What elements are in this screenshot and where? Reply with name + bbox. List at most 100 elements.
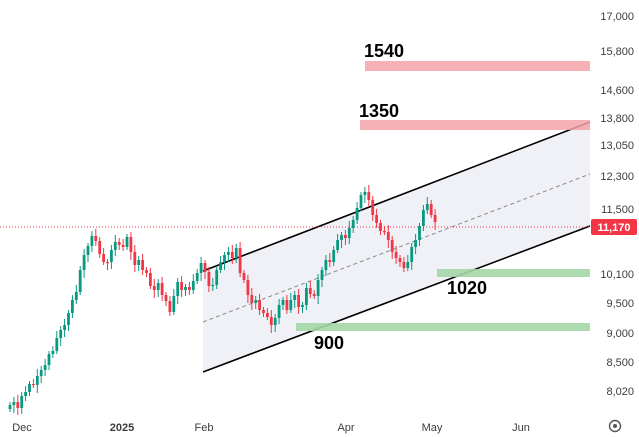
candle-up [332,250,336,262]
y-tick-label: 14,600 [600,85,634,97]
candle-up [324,260,328,270]
candle-up [125,237,129,247]
candle-up [223,255,226,262]
candle-down [242,273,246,280]
candle-up [254,300,258,303]
label-1350: 1350 [359,101,399,121]
x-tick-label: May [422,422,443,434]
candle-down [258,300,261,310]
label-1020: 1020 [447,278,487,298]
candle-up [35,376,39,385]
candle-up [191,281,195,290]
candle-down [433,215,437,222]
candle-up [110,250,113,262]
candle-up [234,248,238,258]
candle-down [188,287,191,290]
candle-up [8,405,12,409]
candle-down [32,384,35,386]
candle-down [230,252,234,258]
candle-down [145,270,148,273]
candle-up [293,295,297,300]
y-tick-label: 11,500 [601,204,634,216]
y-tick-label: 8,500 [606,357,634,369]
candle-down [371,200,375,215]
candle-down [398,258,402,262]
candle-down [168,301,172,312]
candle-down [94,236,98,241]
candle-up [320,270,324,280]
candle-up [289,300,293,310]
candle-down [269,317,273,325]
candle-up [414,240,417,247]
candle-up [78,270,82,292]
chart-settings-button[interactable] [608,419,622,433]
resistance-zone-1350 [360,120,590,130]
candle-up [47,354,51,365]
gear-icon-center [613,424,617,428]
candle-up [418,226,421,240]
candle-up [67,313,70,325]
candle-down [312,294,316,296]
candle-down [383,231,386,233]
candle-up [422,210,425,226]
candle-up [199,263,203,273]
candle-down [16,402,20,408]
candle-up [184,287,187,290]
label-900: 900 [314,333,344,353]
candle-up [39,370,43,376]
candle-down [133,252,137,265]
candle-down [390,240,394,252]
candle-down [246,280,250,295]
candle-up [156,283,160,290]
y-tick-label: 9,000 [606,328,634,340]
candle-down [98,241,102,254]
candle-down [262,310,265,313]
x-tick-label: Apr [337,422,354,434]
candle-up [215,270,219,285]
candle-up [305,288,308,305]
candle-down [106,262,109,264]
candle-up [63,325,66,330]
candle-up [336,240,339,250]
candle-up [277,305,281,318]
candle-up [316,280,320,296]
candle-up [74,292,78,300]
candle-up [195,273,199,281]
candle-down [129,237,133,252]
candle-down [266,313,269,317]
y-tick-label: 13,800 [600,113,634,125]
candle-down [141,260,144,270]
gear-icon[interactable] [608,419,622,433]
candle-up [227,252,230,255]
channel-midline [202,173,591,323]
candle-down [386,232,390,240]
candle-up [43,365,47,370]
candle-up [82,255,86,270]
candle-up [351,220,355,228]
zone-labels: 1540 1350 1020 900 [314,41,487,353]
x-axis[interactable]: Dec 2025 Feb Apr May Jun [12,422,530,434]
y-tick-label: 15,800 [600,46,634,58]
candle-down [164,295,168,301]
candles [8,185,437,415]
candle-up [176,282,180,296]
candle-up [281,300,285,305]
candle-up [172,296,176,312]
candle-down [367,192,371,200]
candle-down [402,262,406,268]
candle-down [394,252,398,258]
candle-down [375,215,378,223]
y-tick-label: 9,500 [606,298,634,310]
x-tick-label: Jun [512,422,530,434]
y-axis[interactable]: 17,000 15,800 14,600 13,800 13,050 12,300 11,5… [600,11,634,398]
candle-up [211,285,215,287]
candle-down [121,245,125,247]
x-tick-label: Dec [12,422,32,434]
candle-up [273,318,277,325]
candle-down [297,295,300,307]
candle-down [429,204,433,215]
support-zone-1020 [437,269,590,277]
last-price-badge-bg [591,219,637,235]
